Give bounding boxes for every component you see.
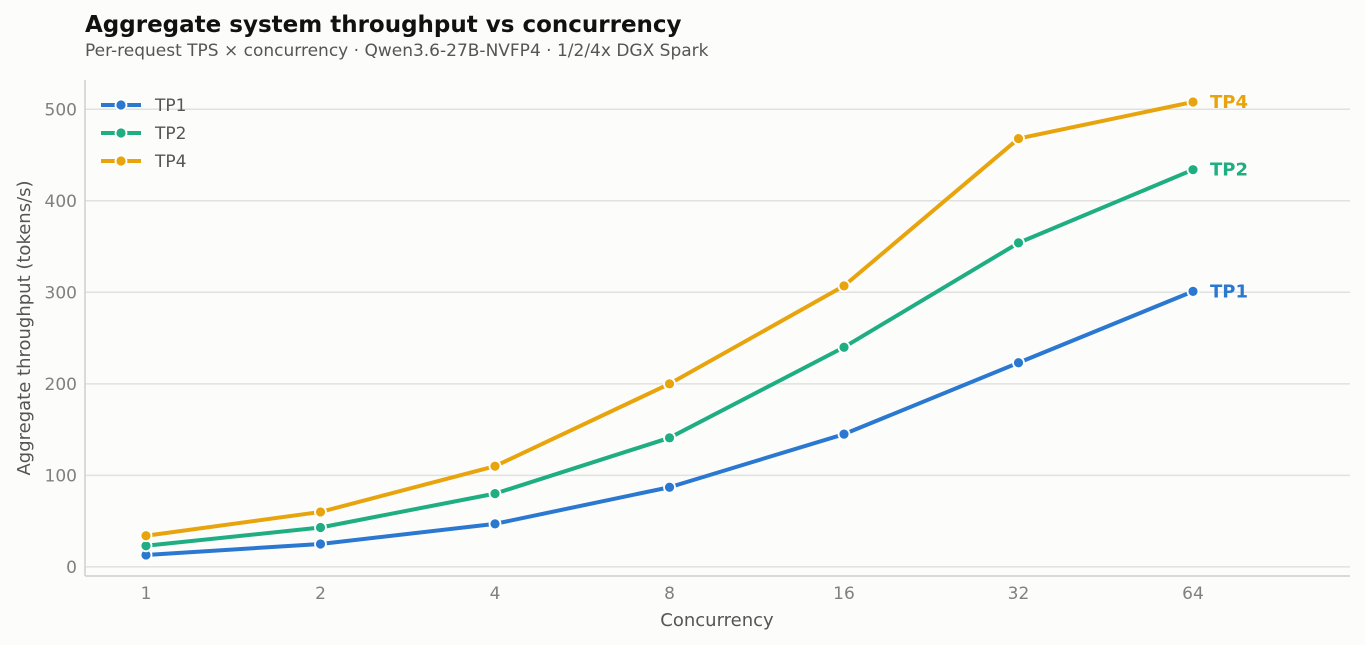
data-point — [488, 487, 502, 501]
data-point — [837, 340, 851, 354]
series-lines — [139, 95, 1200, 562]
x-tick-label: 2 — [315, 584, 326, 604]
chart-title: Aggregate system throughput vs concurren… — [85, 12, 682, 38]
grid-lines — [85, 108, 1350, 568]
y-tick-labels: 0 100 200 300 400 500 — [45, 100, 77, 578]
y-tick-label: 200 — [45, 375, 77, 395]
data-point — [1186, 284, 1200, 298]
series-tp4 — [139, 95, 1200, 543]
legend-item: TP4 — [101, 152, 186, 172]
data-point — [663, 431, 676, 445]
x-tick-label: 4 — [490, 584, 501, 604]
data-point — [1012, 356, 1025, 370]
axes — [84, 80, 1350, 577]
chart-subtitle: Per-request TPS × concurrency · Qwen3.6-… — [85, 41, 709, 61]
series-end-label: TP2 — [1210, 160, 1248, 181]
x-tick-labels: 1 2 4 8 16 32 64 — [141, 584, 1204, 604]
series-end-labels: TP1 TP2 TP4 — [1210, 92, 1248, 302]
x-tick-label: 32 — [1008, 584, 1030, 604]
data-point — [837, 279, 851, 293]
series-line — [144, 99, 1195, 538]
legend-swatch-marker — [114, 126, 128, 140]
legend-label: TP4 — [154, 152, 186, 172]
data-point — [314, 537, 327, 551]
legend-swatch-marker — [114, 98, 128, 112]
data-point — [139, 529, 153, 543]
data-point — [663, 480, 676, 494]
data-point — [1012, 132, 1025, 145]
legend-swatch-marker — [114, 154, 128, 168]
x-tick-label: 64 — [1182, 584, 1204, 604]
y-tick-label: 0 — [66, 558, 77, 578]
series-end-label: TP1 — [1210, 281, 1248, 302]
series-tp1 — [139, 284, 1200, 562]
data-point — [1186, 95, 1200, 109]
data-point — [314, 521, 327, 534]
data-point — [663, 377, 676, 391]
legend-item: TP1 — [101, 96, 186, 116]
data-point — [488, 517, 502, 531]
data-point — [314, 505, 327, 519]
series-tp2 — [139, 163, 1200, 553]
y-tick-label: 500 — [45, 100, 77, 120]
x-tick-label: 8 — [664, 584, 675, 604]
legend-label: TP2 — [154, 124, 186, 144]
x-tick-label: 1 — [141, 584, 152, 604]
y-tick-label: 100 — [45, 466, 77, 486]
data-point — [837, 427, 851, 441]
legend: TP1 TP2 TP4 — [101, 96, 186, 172]
series-end-label: TP4 — [1210, 92, 1248, 113]
x-axis-label: Concurrency — [660, 610, 774, 631]
y-tick-label: 300 — [45, 283, 77, 303]
x-tick-label: 16 — [833, 584, 855, 604]
y-tick-label: 400 — [45, 192, 77, 212]
data-point — [1012, 236, 1025, 250]
y-axis-label: Aggregate throughput (tokens/s) — [14, 180, 35, 475]
legend-label: TP1 — [154, 96, 186, 116]
data-point — [1186, 163, 1200, 177]
legend-item: TP2 — [101, 124, 186, 144]
data-point — [488, 459, 502, 473]
